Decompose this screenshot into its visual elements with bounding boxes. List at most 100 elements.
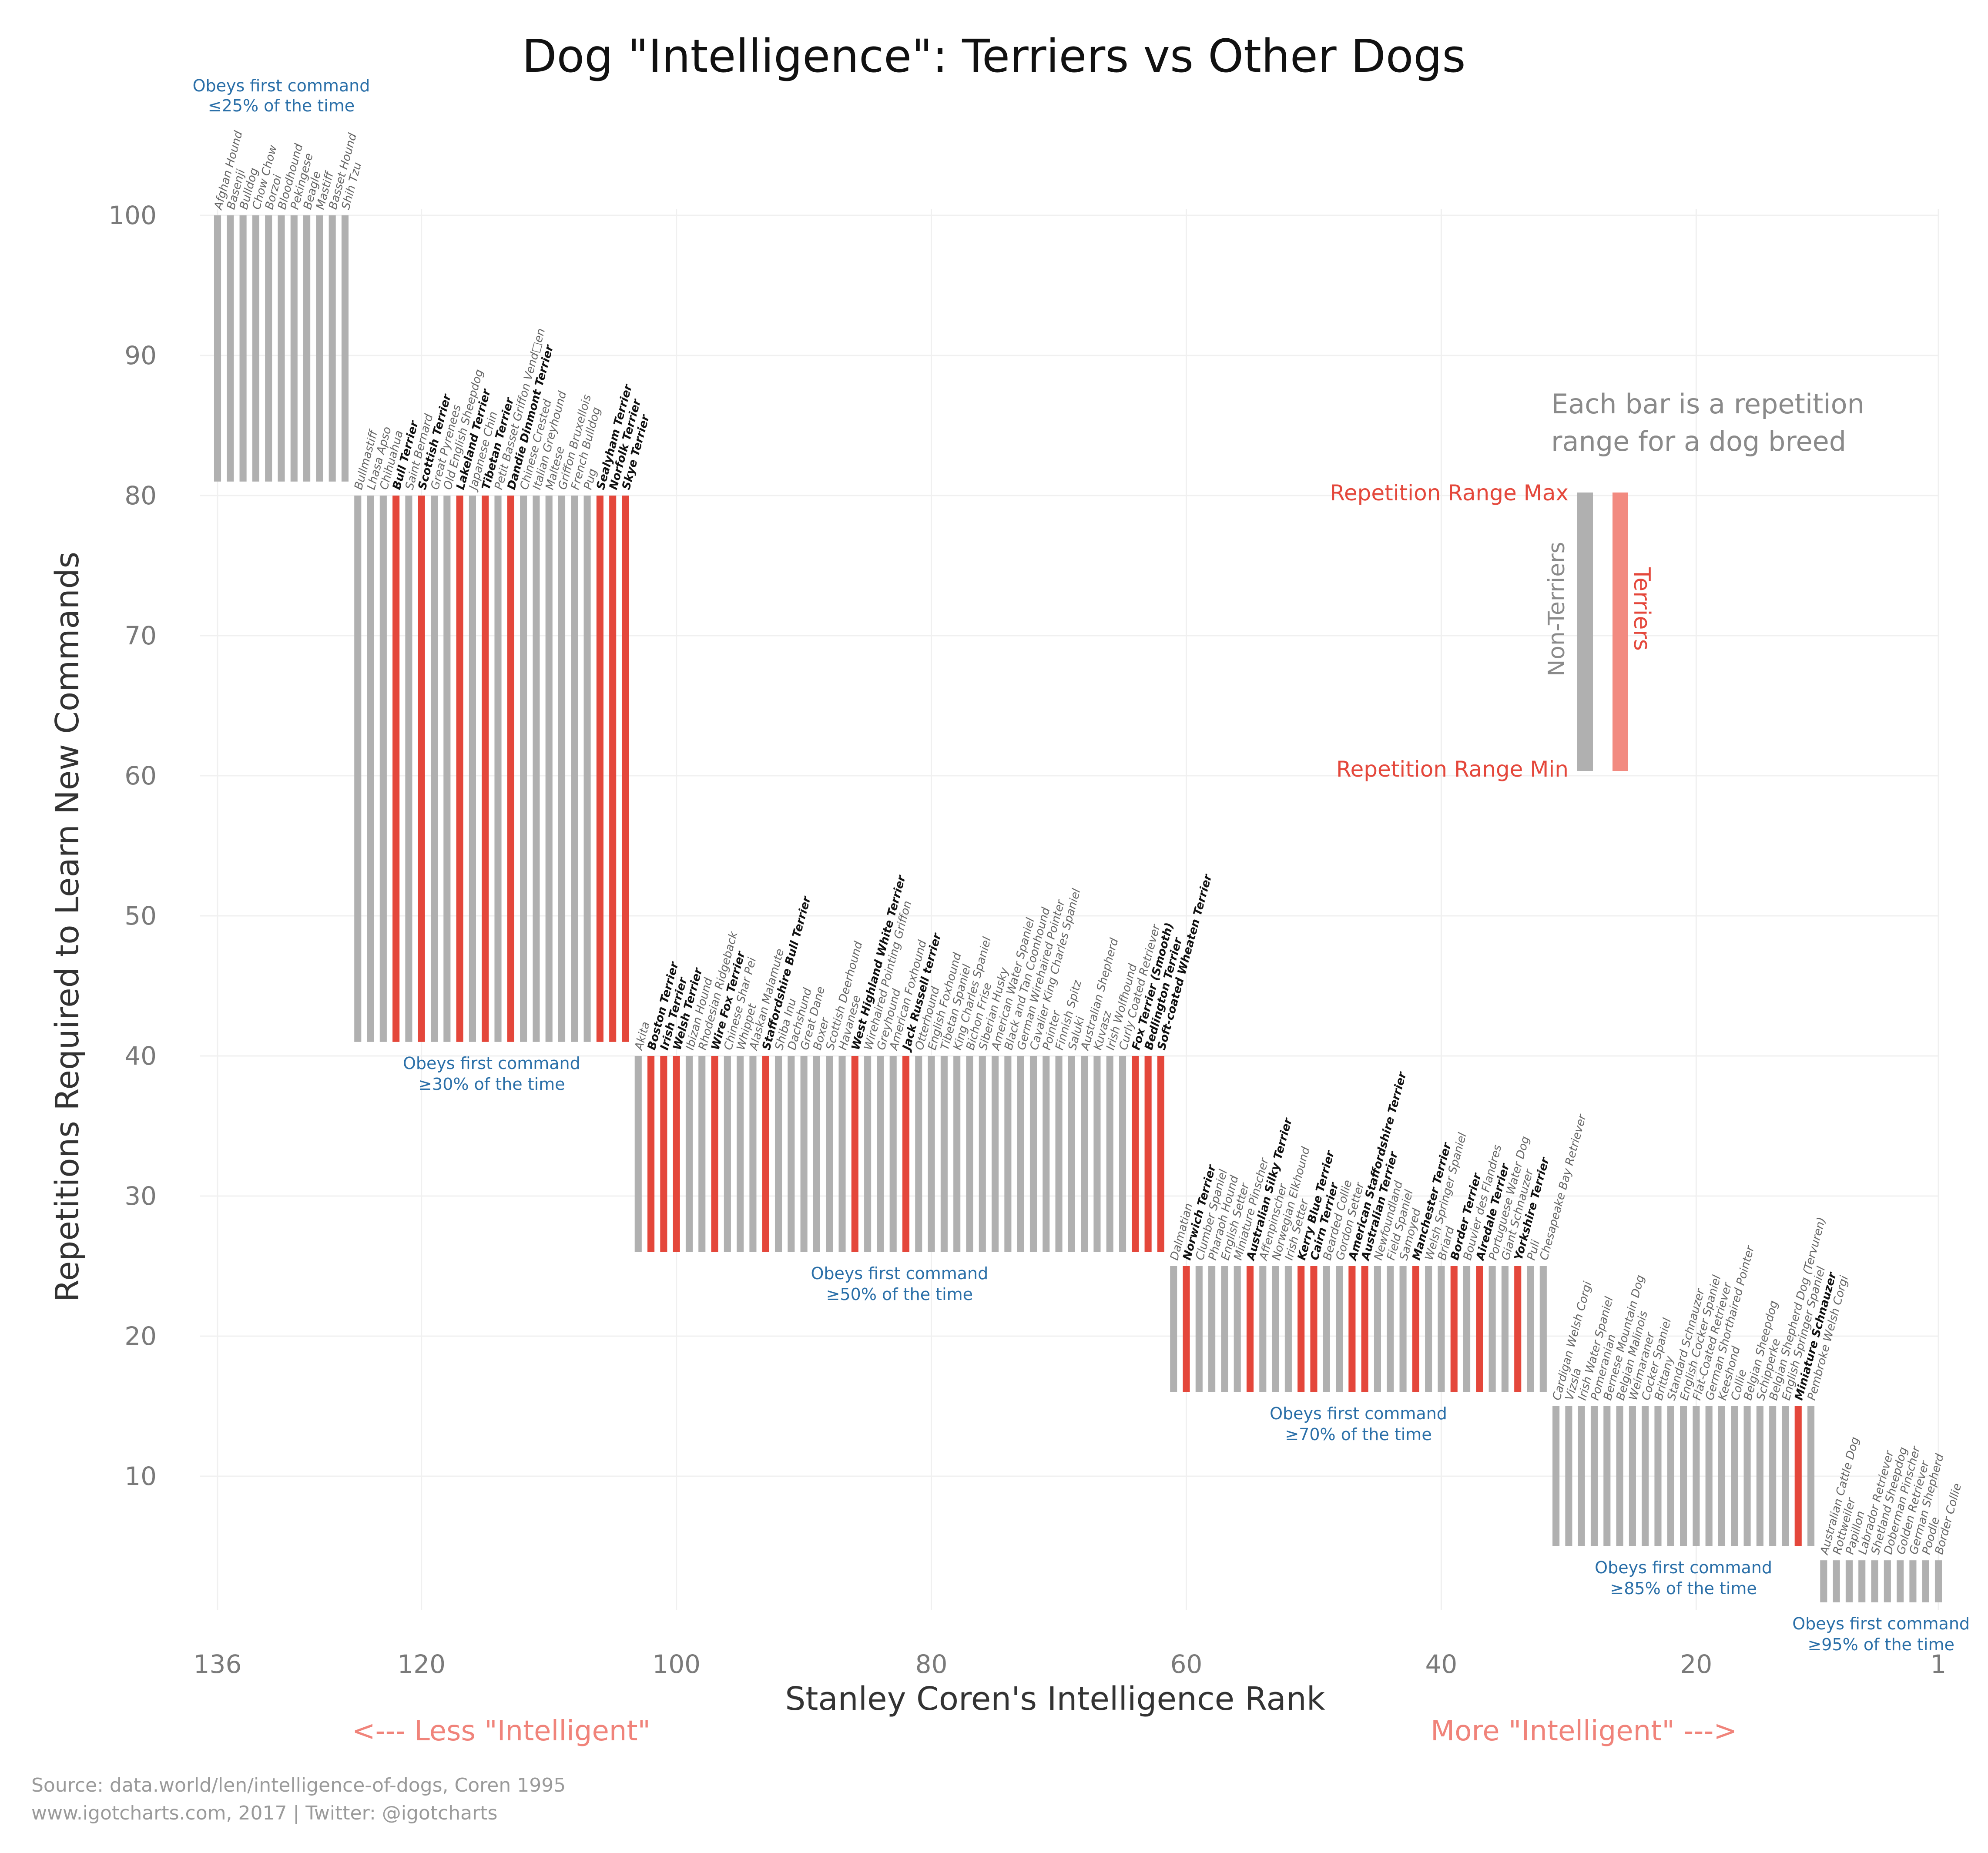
legend-min-label: Repetition Range Min <box>1336 757 1569 782</box>
bar-border-collie <box>1934 1560 1942 1602</box>
bar-samoyed <box>1399 1266 1407 1392</box>
bar-scottish-terrier <box>418 496 425 1042</box>
bar-jack-russell-terrier <box>902 1056 910 1252</box>
group-label-line2: ≥50% of the time <box>826 1285 973 1304</box>
bar-bulldog <box>239 215 247 482</box>
bar-scottish-deerhound <box>826 1056 833 1252</box>
bar-ibizan-hound <box>685 1056 693 1252</box>
bar-maltese <box>545 496 553 1042</box>
bar-airedale-terrier <box>1476 1266 1483 1392</box>
bar-chinese-crested <box>520 496 527 1042</box>
bar-petit-basset-griffon-vend-en <box>494 496 502 1042</box>
bar-dalmatian <box>1170 1266 1177 1392</box>
group-label-line1: Obeys first command <box>1792 1614 1970 1633</box>
y-tick-label: 70 <box>124 621 157 650</box>
source-line1: Source: data.world/len/intelligence-of-d… <box>31 1774 566 1796</box>
bar-curly-coated-retriever <box>1119 1056 1126 1252</box>
y-axis-title: Repetitions Required to Learn New Comman… <box>49 552 86 1302</box>
bar-welsh-springer-spaniel <box>1425 1266 1432 1392</box>
bar-lhasa-apso <box>367 496 374 1042</box>
bar-german-shepherd <box>1909 1560 1917 1602</box>
bar-bearded-collie <box>1323 1266 1330 1392</box>
bar-boxer <box>813 1056 820 1252</box>
bar-dachshund <box>788 1056 795 1252</box>
bar-pointer <box>1043 1056 1050 1252</box>
y-tick-label: 90 <box>124 341 157 370</box>
bar-belgian-shepherd-dog-tervuren- <box>1769 1406 1777 1546</box>
bar-tibetan-spaniel <box>940 1056 948 1252</box>
bar-japanese-chin <box>469 496 476 1042</box>
bar-bernese-mountain-dog <box>1603 1406 1611 1546</box>
bar-saluki <box>1068 1056 1075 1252</box>
bar-flat-coated-retriever <box>1693 1406 1700 1546</box>
bar-australian-shepherd <box>1081 1056 1088 1252</box>
bar-pembroke-welsh-corgi <box>1807 1406 1815 1546</box>
y-axis-ticks: 10 20 30 40 50 60 70 80 90 100 <box>108 201 157 1491</box>
bar-rhodesian-ridgeback <box>698 1056 706 1252</box>
bar-boston-terrier <box>647 1056 655 1252</box>
less-intelligent-annotation: <--- Less "Intelligent" <box>352 1715 650 1747</box>
bar-clumber-spaniel <box>1195 1266 1203 1392</box>
bar-pug <box>583 496 591 1042</box>
bar-bedlington-terrier <box>1144 1056 1152 1252</box>
bar-staffordshire-bull-terrier <box>762 1056 769 1252</box>
x-tick-label: 60 <box>1170 1649 1203 1679</box>
bar-english-cocker-spaniel <box>1680 1406 1687 1546</box>
bar-affenpinscher <box>1259 1266 1267 1392</box>
more-intelligent-annotation: More "Intelligent" ---> <box>1431 1715 1737 1747</box>
legend-terrier-label: Terriers <box>1629 567 1655 651</box>
legend: Each bar is a repetition range for a dog… <box>1330 388 1864 782</box>
bar-border-terrier <box>1450 1266 1458 1392</box>
bar-black-and-tan-coonhound <box>1004 1056 1012 1252</box>
bar-irish-terrier <box>660 1056 667 1252</box>
y-tick-label: 60 <box>124 761 157 791</box>
x-tick-label: 100 <box>652 1649 701 1679</box>
bar-akita <box>634 1056 642 1252</box>
bar-keeshond <box>1718 1406 1726 1546</box>
bar-great-dane <box>800 1056 808 1252</box>
y-tick-label: 50 <box>124 901 157 931</box>
bar-beagle <box>303 215 311 482</box>
bar-field-spaniel <box>1387 1266 1394 1392</box>
y-tick-label: 40 <box>124 1041 157 1071</box>
bar-american-staffordshire-terrier <box>1348 1266 1356 1392</box>
legend-caption-line1: Each bar is a repetition <box>1551 388 1864 420</box>
y-tick-label: 20 <box>124 1321 157 1351</box>
bar-welsh-terrier <box>673 1056 680 1252</box>
bar-briard <box>1438 1266 1445 1392</box>
bar-english-setter <box>1221 1266 1228 1392</box>
bar-old-english-sheepdog <box>443 496 451 1042</box>
legend-max-label: Repetition Range Max <box>1330 480 1569 506</box>
bar-bloodhound <box>278 215 285 482</box>
bar-australian-silky-terrier <box>1246 1266 1254 1392</box>
bar-pomeranian <box>1590 1406 1598 1546</box>
group-label-line1: Obeys first command <box>1270 1404 1447 1423</box>
group-label-line1: Obeys first command <box>811 1264 988 1283</box>
bar-collie <box>1731 1406 1738 1546</box>
bar-italian-greyhound <box>533 496 540 1042</box>
bar-poodle <box>1922 1560 1929 1602</box>
bar-whippet <box>737 1056 744 1252</box>
bar-english-foxhound <box>928 1056 935 1252</box>
y-tick-label: 10 <box>124 1461 157 1491</box>
bar-giant-schnauzer <box>1501 1266 1509 1392</box>
bar-chow-chow <box>252 215 259 482</box>
bar-cocker-spaniel <box>1642 1406 1649 1546</box>
bar-american-foxhound <box>889 1056 897 1252</box>
bar-irish-water-spaniel <box>1578 1406 1585 1546</box>
bar-pharaoh-hound <box>1208 1266 1216 1392</box>
bar-wire-fox-terrier <box>711 1056 718 1252</box>
bar-great-pyrenees <box>430 496 438 1042</box>
bar-portuguese-water-dog <box>1488 1266 1496 1392</box>
bar-mastiff <box>316 215 323 482</box>
group-label-line2: ≤25% of the time <box>208 96 355 115</box>
bar-australian-cattle-dog <box>1820 1560 1827 1602</box>
bar-chihuahua <box>379 496 387 1042</box>
x-tick-label: 1 <box>1931 1649 1947 1679</box>
bar-brittany <box>1654 1406 1662 1546</box>
bar-dandie-dinmont-terrier <box>507 496 514 1042</box>
bar-schipperke <box>1756 1406 1763 1546</box>
group-label-line1: Obeys first command <box>403 1054 580 1073</box>
x-tick-label: 40 <box>1425 1649 1458 1679</box>
